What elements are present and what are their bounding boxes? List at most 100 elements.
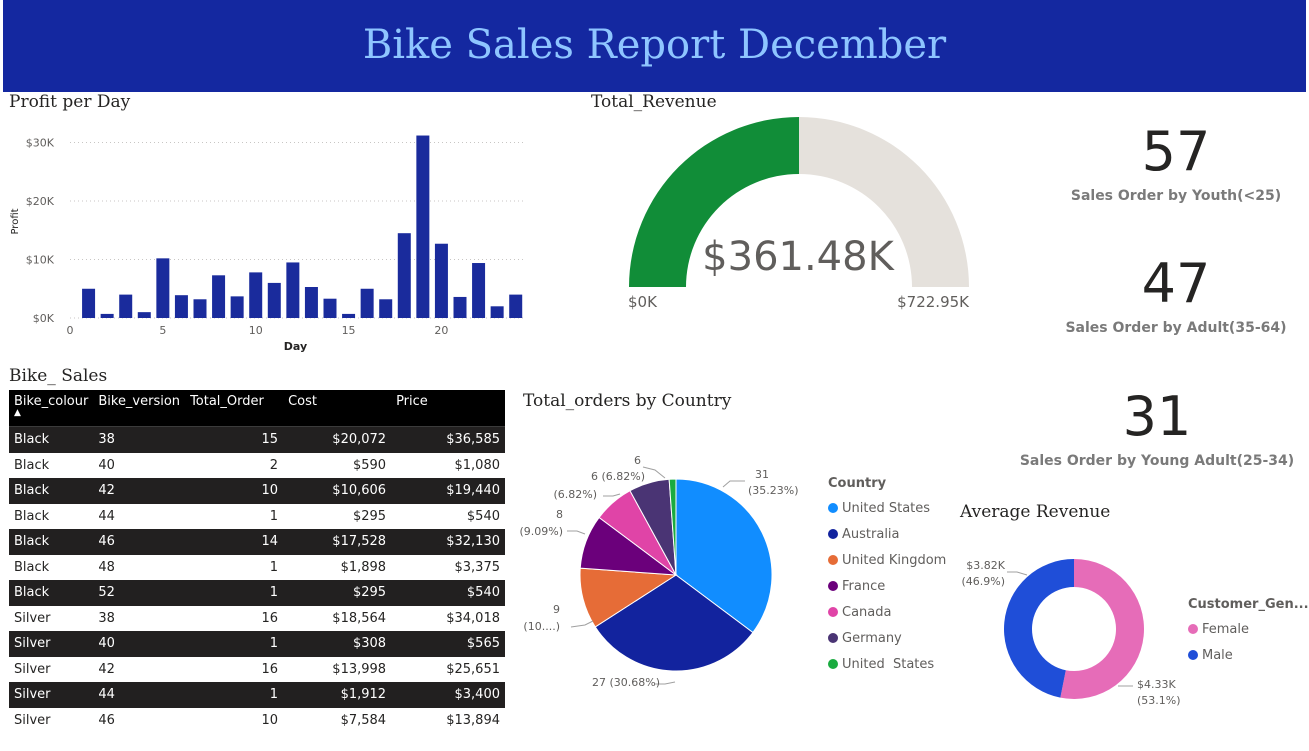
donut-slice[interactable]: [1060, 559, 1144, 699]
legend-dot-icon: [828, 607, 838, 617]
profit-bar[interactable]: [342, 313, 356, 318]
pie-slice[interactable]: [594, 574, 754, 672]
profit-bar[interactable]: [323, 298, 337, 318]
profit-bar-chart[interactable]: $0K $10K $20K $30K 0 5 10 15 20 Day Profit: [0, 115, 540, 360]
table-row[interactable]: Black 46 14 $17,528 $32,130: [9, 529, 505, 555]
cell-total-order: 16: [185, 605, 284, 631]
pie-leader-line: [655, 681, 676, 685]
header-banner: Bike Sales Report December: [3, 0, 1306, 92]
country-legend-item[interactable]: France: [828, 573, 946, 599]
profit-bar[interactable]: [212, 275, 226, 318]
cell-total-order: 1: [185, 554, 284, 580]
gauge-value-label: $361.48K: [702, 234, 895, 280]
profit-bar[interactable]: [416, 135, 430, 318]
pie-slice[interactable]: [675, 478, 773, 634]
country-legend-item[interactable]: Germany: [828, 625, 946, 651]
profit-bar[interactable]: [379, 299, 393, 318]
cell-price: $540: [391, 580, 505, 606]
profit-bar[interactable]: [509, 294, 523, 318]
country-pie-chart[interactable]: 31 (35.23%) 27 (30.68%) 9 (10....) 8 (9.09%) 6 …: [515, 445, 825, 695]
profit-bar[interactable]: [472, 263, 486, 318]
col-bike-colour[interactable]: Bike_colour ▲: [9, 390, 94, 427]
table-row[interactable]: Black 48 1 $1,898 $3,375: [9, 554, 505, 580]
profit-bar[interactable]: [82, 288, 96, 318]
donut-slice[interactable]: [1004, 559, 1074, 698]
table-row[interactable]: Black 42 10 $10,606 $19,440: [9, 478, 505, 504]
profit-bar[interactable]: [174, 295, 188, 318]
profit-bar[interactable]: [100, 313, 114, 318]
pie-data-label-pct: (35.23%): [748, 484, 799, 497]
x-tick-label: 0: [67, 324, 74, 337]
profit-bar[interactable]: [490, 306, 504, 318]
table-row[interactable]: Black 52 1 $295 $540: [9, 580, 505, 606]
kpi-youth-label: Sales Order by Youth(<25): [1070, 188, 1282, 204]
kpi-youth-value: 57: [1141, 120, 1211, 183]
revenue-gauge[interactable]: $361.48K $0K $722.95K: [600, 110, 1000, 320]
profit-bar[interactable]: [249, 272, 263, 318]
country-legend-item[interactable]: United States: [828, 651, 946, 677]
cell-cost: $1,898: [283, 554, 392, 580]
avg-revenue-title: Average Revenue: [960, 502, 1111, 522]
cell-bike-colour: Silver: [9, 707, 94, 733]
table-row[interactable]: Silver 44 1 $1,912 $3,400: [9, 682, 505, 708]
cell-total-order: 1: [185, 503, 284, 529]
cell-cost: $13,998: [283, 656, 392, 682]
table-row[interactable]: Silver 42 16 $13,998 $25,651: [9, 656, 505, 682]
cell-total-order: 1: [185, 631, 284, 657]
cell-price: $3,400: [391, 682, 505, 708]
legend-label: France: [842, 578, 886, 594]
cell-bike-version: 44: [93, 503, 186, 529]
cell-bike-version: 48: [93, 554, 186, 580]
x-tick-label: 15: [342, 324, 356, 337]
profit-bar[interactable]: [286, 262, 300, 318]
avg-revenue-donut-chart[interactable]: $4.33K (53.1%) $3.82K (46.9%): [955, 540, 1190, 715]
y-tick-label: $0K: [33, 312, 55, 325]
col-cost[interactable]: Cost: [283, 390, 392, 427]
table-row[interactable]: Black 44 1 $295 $540: [9, 503, 505, 529]
cell-total-order: 15: [185, 426, 284, 453]
country-legend-item[interactable]: United States: [828, 495, 946, 521]
table-row[interactable]: Silver 46 10 $7,584 $13,894: [9, 707, 505, 733]
cell-price: $34,018: [391, 605, 505, 631]
profit-bar[interactable]: [397, 233, 411, 318]
col-bike-version[interactable]: Bike_version: [93, 390, 186, 427]
col-price[interactable]: Price: [391, 390, 505, 427]
cell-price: $19,440: [391, 478, 505, 504]
gender-legend-item[interactable]: Female: [1188, 616, 1309, 642]
profit-chart-title: Profit per Day: [9, 92, 131, 112]
profit-bar[interactable]: [360, 288, 374, 318]
profit-bar[interactable]: [267, 282, 281, 318]
table-row[interactable]: Black 38 15 $20,072 $36,585: [9, 426, 505, 453]
table-header-row: Bike_colour ▲ Bike_version Total_Order C…: [9, 390, 505, 427]
cell-bike-colour: Silver: [9, 631, 94, 657]
gauge-fill: [629, 116, 800, 287]
kpi-young-adult-label: Sales Order by Young Adult(25-34): [1019, 453, 1295, 469]
legend-label: United States: [842, 500, 931, 516]
pie-data-label: 8: [556, 508, 563, 521]
table-row[interactable]: Black 40 2 $590 $1,080: [9, 452, 505, 478]
country-legend-item[interactable]: United Kingdom: [828, 547, 946, 573]
y-tick-label: $20K: [26, 195, 55, 208]
donut-data-label: $4.33K: [1137, 678, 1176, 691]
gender-legend-item[interactable]: Male: [1188, 642, 1309, 668]
cell-price: $36,585: [391, 426, 505, 453]
profit-bar[interactable]: [119, 294, 133, 318]
country-legend-item[interactable]: Canada: [828, 599, 946, 625]
table-row[interactable]: Silver 40 1 $308 $565: [9, 631, 505, 657]
cell-cost: $10,606: [283, 478, 392, 504]
table-row[interactable]: Silver 38 16 $18,564 $34,018: [9, 605, 505, 631]
profit-bar[interactable]: [230, 296, 244, 318]
profit-bar[interactable]: [434, 243, 448, 318]
profit-bar[interactable]: [453, 296, 467, 318]
profit-bar[interactable]: [193, 299, 207, 318]
cell-price: $565: [391, 631, 505, 657]
cell-cost: $1,912: [283, 682, 392, 708]
cell-bike-colour: Black: [9, 580, 94, 606]
profit-bar[interactable]: [156, 258, 170, 318]
profit-bar[interactable]: [304, 287, 318, 318]
country-legend-item[interactable]: Australia: [828, 521, 946, 547]
cell-bike-colour: Black: [9, 452, 94, 478]
profit-bar[interactable]: [137, 312, 151, 318]
pie-slice[interactable]: [668, 478, 677, 576]
col-total-order[interactable]: Total_Order: [185, 390, 284, 427]
